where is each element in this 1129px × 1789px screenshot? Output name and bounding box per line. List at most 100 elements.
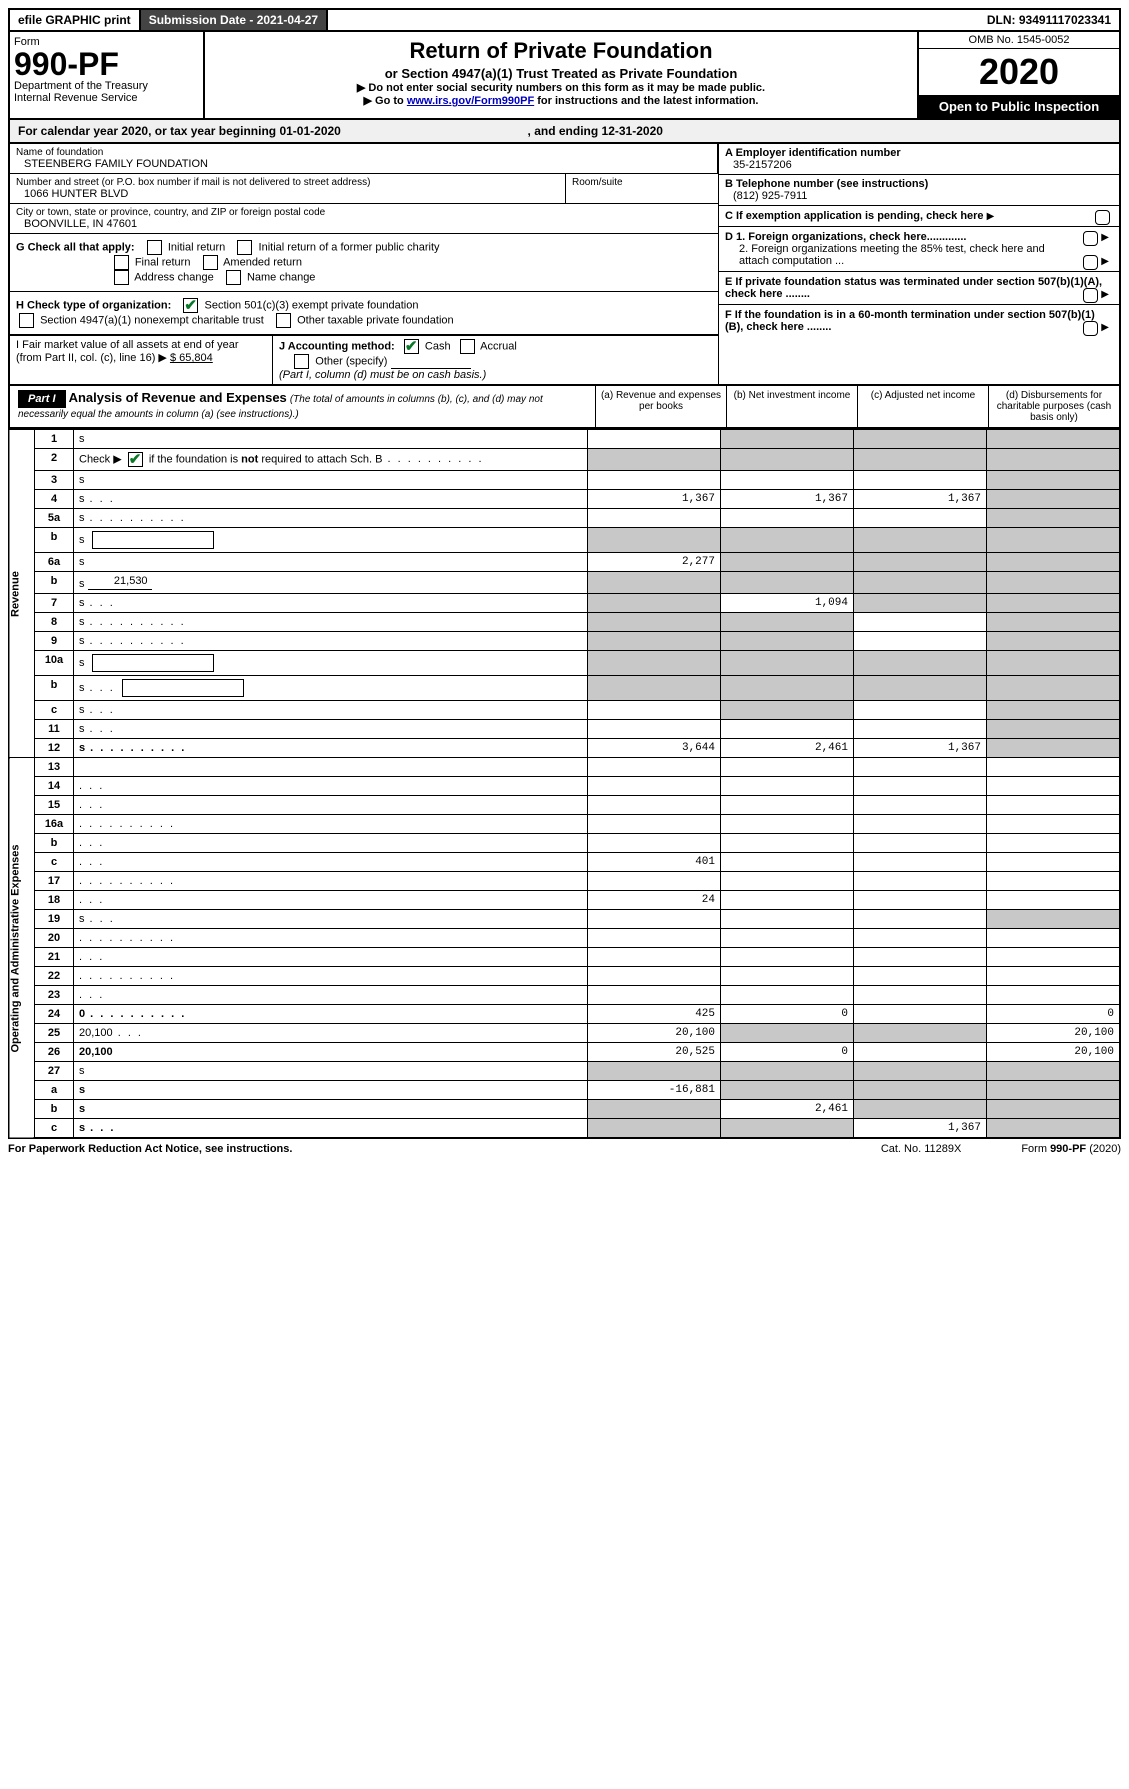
- line-row: 2620,10020,525020,100: [9, 1043, 1120, 1062]
- cb-initial-former[interactable]: [237, 240, 252, 255]
- cb-4947[interactable]: [19, 313, 34, 328]
- line-desc: s: [74, 528, 588, 553]
- part1-badge: Part I: [18, 390, 66, 408]
- foundation-name-cell: Name of foundation STEENBERG FAMILY FOUN…: [10, 144, 718, 174]
- line-row: bs: [9, 676, 1120, 701]
- cell-amount: [588, 815, 721, 834]
- cell-amount: 425: [588, 1005, 721, 1024]
- line-desc: [74, 967, 588, 986]
- cell-amount: [588, 509, 721, 528]
- form-header: Form 990-PF Department of the Treasury I…: [8, 32, 1121, 120]
- line-row: 4s1,3671,3671,367: [9, 490, 1120, 509]
- line-row: Revenue1s: [9, 430, 1120, 449]
- cell-shaded: [987, 701, 1121, 720]
- irs-link[interactable]: www.irs.gov/Form990PF: [407, 95, 534, 107]
- part1-title: Analysis of Revenue and Expenses: [69, 390, 287, 405]
- line-desc: s: [74, 613, 588, 632]
- line-row: 5as: [9, 509, 1120, 528]
- cell-shaded: [987, 594, 1121, 613]
- form-subtitle: or Section 4947(a)(1) Trust Treated as P…: [225, 66, 897, 81]
- cell-amount: [987, 834, 1121, 853]
- line-row: 21: [9, 948, 1120, 967]
- cb-501c3[interactable]: [183, 298, 198, 313]
- line-desc: s: [74, 553, 588, 572]
- line-row: c401: [9, 853, 1120, 872]
- form-number: 990-PF: [14, 48, 199, 80]
- cell-shaded: [854, 553, 987, 572]
- phone: (812) 925-7911: [725, 190, 1113, 202]
- cell-amount: [854, 471, 987, 490]
- cb-e[interactable]: [1083, 288, 1098, 303]
- line-number: 2: [35, 449, 74, 471]
- section-i: I Fair market value of all assets at end…: [10, 336, 273, 384]
- note-link-line: ▶ Go to www.irs.gov/Form990PF for instru…: [225, 94, 897, 107]
- line-desc: [74, 777, 588, 796]
- cell-amount: [588, 701, 721, 720]
- cell-shaded: [721, 1024, 854, 1043]
- cb-name[interactable]: [226, 270, 241, 285]
- line-number: 25: [35, 1024, 74, 1043]
- cb-c[interactable]: [1095, 210, 1110, 225]
- cell-shaded: [721, 613, 854, 632]
- cell-amount: [987, 872, 1121, 891]
- line-row: cs: [9, 701, 1120, 720]
- line-number: 11: [35, 720, 74, 739]
- cell-amount: [721, 834, 854, 853]
- cell-shaded: [987, 1081, 1121, 1100]
- cb-initial[interactable]: [147, 240, 162, 255]
- cb-accrual[interactable]: [460, 339, 475, 354]
- cb-sch-b[interactable]: [128, 452, 143, 467]
- line-desc: s 21,530: [74, 572, 588, 594]
- line-row: bs2,461: [9, 1100, 1120, 1119]
- line-number: a: [35, 1081, 74, 1100]
- foundation-name: STEENBERG FAMILY FOUNDATION: [16, 158, 711, 170]
- cell-amount: [588, 834, 721, 853]
- cell-shaded: [721, 1119, 854, 1139]
- cell-amount: [987, 967, 1121, 986]
- cb-other-tax[interactable]: [276, 313, 291, 328]
- address: 1066 HUNTER BLVD: [16, 188, 559, 200]
- cb-d1[interactable]: [1083, 231, 1098, 246]
- line-number: 10a: [35, 651, 74, 676]
- cell-amount: [588, 777, 721, 796]
- g-address: Address change: [134, 271, 214, 283]
- cell-amount: [854, 701, 987, 720]
- cb-f[interactable]: [1083, 321, 1098, 336]
- line-desc: [74, 853, 588, 872]
- cell-shaded: [987, 471, 1121, 490]
- j-cash: Cash: [425, 340, 451, 352]
- line-row: Operating and Administrative Expenses13: [9, 758, 1120, 777]
- line-number: 17: [35, 872, 74, 891]
- line-desc: s: [74, 490, 588, 509]
- line-desc: s: [74, 1100, 588, 1119]
- cell-amount: [854, 815, 987, 834]
- line-desc: s: [74, 739, 588, 758]
- cell-amount: [721, 815, 854, 834]
- line-desc: s: [74, 471, 588, 490]
- cell-shaded: [987, 632, 1121, 651]
- cell-amount: [588, 430, 721, 449]
- cb-final[interactable]: [114, 255, 129, 270]
- h-a1: Section 4947(a)(1) nonexempt charitable …: [40, 314, 264, 326]
- cb-d2[interactable]: [1083, 255, 1098, 270]
- cb-address[interactable]: [114, 270, 129, 285]
- line-row: 23: [9, 986, 1120, 1005]
- cb-cash[interactable]: [404, 339, 419, 354]
- open-public: Open to Public Inspection: [919, 95, 1119, 118]
- line-number: c: [35, 701, 74, 720]
- cell-amount: [721, 853, 854, 872]
- col-a-head: (a) Revenue and expenses per books: [595, 386, 726, 427]
- cb-amended[interactable]: [203, 255, 218, 270]
- line-number: 5a: [35, 509, 74, 528]
- cell-amount: 401: [588, 853, 721, 872]
- line-number: 13: [35, 758, 74, 777]
- line-number: 1: [35, 430, 74, 449]
- cb-other-method[interactable]: [294, 354, 309, 369]
- cell-shaded: [987, 553, 1121, 572]
- cell-shaded: [588, 1062, 721, 1081]
- cell-amount: [854, 967, 987, 986]
- cell-amount: [987, 986, 1121, 1005]
- d1-text: D 1. Foreign organizations, check here..…: [725, 231, 966, 243]
- cell-shaded: [721, 449, 854, 471]
- line-desc: [74, 796, 588, 815]
